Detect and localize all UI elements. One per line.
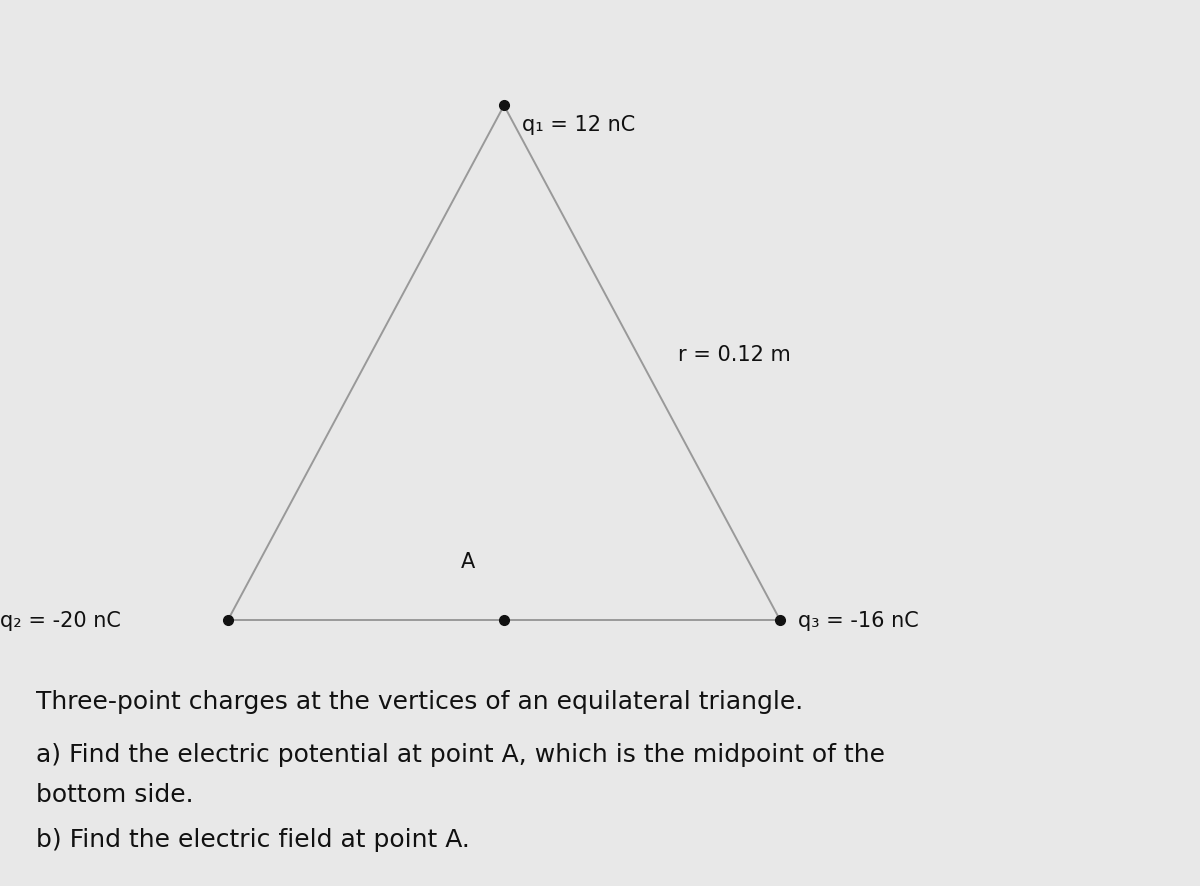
Text: bottom side.: bottom side. xyxy=(36,782,193,806)
Text: q₂ = -20 nC: q₂ = -20 nC xyxy=(0,610,121,630)
Text: A: A xyxy=(461,551,475,571)
Text: a) Find the electric potential at point A, which is the midpoint of the: a) Find the electric potential at point … xyxy=(36,742,886,766)
Text: q₃ = -16 nC: q₃ = -16 nC xyxy=(798,610,919,630)
Text: b) Find the electric field at point A.: b) Find the electric field at point A. xyxy=(36,827,470,851)
Text: q₁ = 12 nC: q₁ = 12 nC xyxy=(522,115,635,136)
Text: r = 0.12 m: r = 0.12 m xyxy=(678,345,791,364)
Text: Three-point charges at the vertices of an equilateral triangle.: Three-point charges at the vertices of a… xyxy=(36,689,803,713)
